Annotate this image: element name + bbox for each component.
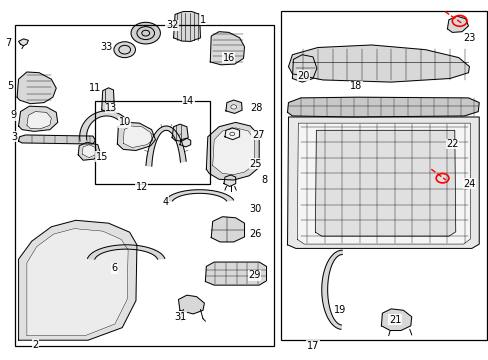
Text: 21: 21 (388, 315, 401, 325)
Polygon shape (206, 122, 259, 180)
Text: 11: 11 (89, 83, 102, 93)
Text: 1: 1 (200, 15, 205, 25)
Text: 20: 20 (296, 71, 309, 81)
Polygon shape (19, 39, 28, 46)
Circle shape (229, 132, 234, 136)
Circle shape (131, 22, 160, 44)
Polygon shape (87, 245, 164, 259)
Text: 2: 2 (32, 340, 38, 350)
Text: 4: 4 (162, 197, 168, 207)
Polygon shape (288, 45, 468, 82)
Text: 24: 24 (462, 179, 475, 189)
Polygon shape (447, 16, 468, 32)
Text: 31: 31 (173, 312, 186, 322)
Text: 30: 30 (248, 204, 261, 214)
Text: 26: 26 (249, 229, 262, 239)
Bar (281, 11, 486, 340)
Text: 19: 19 (333, 305, 346, 315)
Polygon shape (315, 130, 455, 236)
Polygon shape (19, 106, 58, 131)
Polygon shape (78, 142, 100, 160)
Text: 17: 17 (306, 341, 319, 351)
Text: 3: 3 (12, 132, 18, 142)
Polygon shape (102, 88, 114, 112)
Polygon shape (27, 229, 128, 336)
Text: 5: 5 (8, 81, 14, 91)
Polygon shape (173, 12, 200, 41)
Polygon shape (19, 220, 137, 340)
Polygon shape (224, 175, 235, 186)
Text: 7: 7 (6, 38, 12, 48)
Polygon shape (180, 138, 190, 147)
Text: 8: 8 (261, 175, 266, 185)
Text: 29: 29 (247, 270, 260, 280)
Polygon shape (146, 126, 186, 166)
Polygon shape (212, 128, 254, 175)
Text: 10: 10 (118, 117, 131, 127)
Polygon shape (82, 145, 97, 158)
Text: 25: 25 (249, 159, 262, 169)
Circle shape (230, 105, 236, 109)
Polygon shape (210, 32, 244, 65)
Polygon shape (287, 117, 478, 248)
Text: 12: 12 (135, 182, 148, 192)
Polygon shape (172, 124, 188, 141)
Text: 15: 15 (95, 152, 108, 162)
Bar (95, 101, 210, 184)
Polygon shape (27, 112, 51, 129)
Polygon shape (17, 72, 56, 104)
Text: 14: 14 (182, 96, 194, 106)
Text: 13: 13 (105, 103, 118, 113)
Polygon shape (117, 122, 155, 150)
Polygon shape (211, 217, 244, 242)
Text: 28: 28 (250, 103, 263, 113)
Polygon shape (297, 123, 469, 244)
Polygon shape (178, 295, 204, 314)
Polygon shape (165, 190, 233, 201)
Text: 22: 22 (445, 139, 458, 149)
Polygon shape (80, 111, 125, 141)
Text: 27: 27 (251, 130, 264, 140)
Polygon shape (224, 128, 239, 140)
Polygon shape (321, 250, 342, 329)
Polygon shape (205, 262, 266, 285)
Text: 9: 9 (10, 110, 16, 120)
Polygon shape (292, 55, 316, 82)
Text: 33: 33 (100, 42, 113, 52)
Polygon shape (19, 135, 95, 144)
Polygon shape (381, 309, 411, 330)
Text: 32: 32 (165, 20, 178, 30)
Circle shape (114, 42, 135, 58)
Text: 23: 23 (462, 33, 475, 43)
Polygon shape (287, 97, 478, 117)
Bar (15, 25, 273, 346)
Polygon shape (225, 100, 242, 113)
Text: 18: 18 (349, 81, 362, 91)
Text: 16: 16 (222, 53, 235, 63)
Text: 6: 6 (112, 263, 118, 273)
Polygon shape (123, 126, 152, 148)
